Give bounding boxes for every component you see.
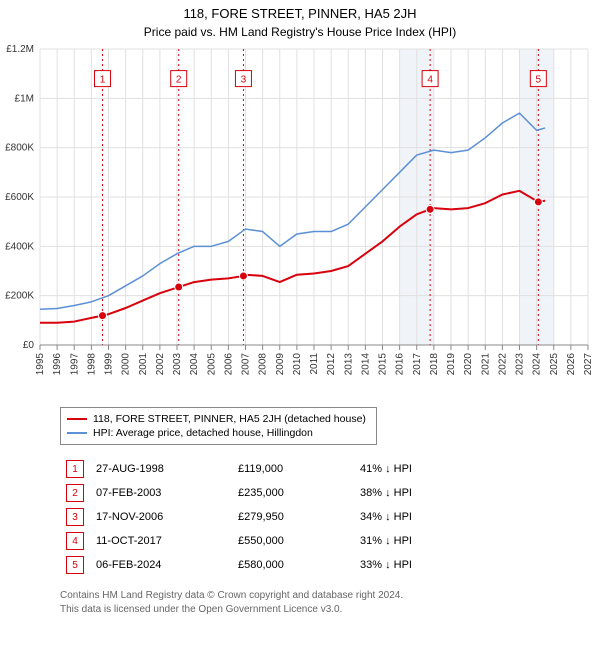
- sale-price: £119,000: [232, 457, 354, 481]
- svg-text:1: 1: [100, 75, 106, 86]
- sale-date: 17-NOV-2006: [90, 505, 232, 529]
- legend-row: 118, FORE STREET, PINNER, HA5 2JH (detac…: [67, 412, 366, 426]
- svg-text:2006: 2006: [223, 353, 234, 376]
- sale-marker-icon: 4: [66, 532, 84, 550]
- sale-marker-icon: 5: [66, 556, 84, 574]
- svg-text:2019: 2019: [446, 353, 457, 376]
- sale-price: £580,000: [232, 553, 354, 577]
- sales-table: 1 27-AUG-1998£119,00041% ↓ HPI 2 07-FEB-200…: [60, 457, 418, 577]
- sale-diff: 38% ↓ HPI: [354, 481, 418, 505]
- sale-diff: 31% ↓ HPI: [354, 529, 418, 553]
- sale-marker-icon: 2: [66, 484, 84, 502]
- svg-text:2008: 2008: [258, 353, 269, 376]
- svg-text:2020: 2020: [463, 353, 474, 376]
- svg-text:2012: 2012: [326, 353, 337, 376]
- svg-text:1995: 1995: [35, 353, 46, 376]
- chart-title: 118, FORE STREET, PINNER, HA5 2JH: [0, 0, 600, 21]
- sale-date: 07-FEB-2003: [90, 481, 232, 505]
- svg-text:2017: 2017: [412, 353, 423, 376]
- chart-svg: £0£200K£400K£600K£800K£1M£1.2M1995199619…: [38, 45, 598, 395]
- svg-text:2016: 2016: [395, 353, 406, 376]
- svg-text:£1M: £1M: [15, 93, 34, 104]
- sale-price: £550,000: [232, 529, 354, 553]
- svg-text:1998: 1998: [86, 353, 97, 376]
- legend-swatch: [67, 432, 87, 434]
- svg-text:3: 3: [241, 75, 247, 86]
- svg-text:2011: 2011: [309, 353, 320, 375]
- svg-text:£0: £0: [23, 340, 35, 351]
- svg-text:2007: 2007: [241, 353, 252, 376]
- sale-date: 27-AUG-1998: [90, 457, 232, 481]
- svg-text:2018: 2018: [429, 353, 440, 376]
- sale-diff: 34% ↓ HPI: [354, 505, 418, 529]
- svg-text:2025: 2025: [549, 353, 560, 376]
- svg-text:2005: 2005: [206, 353, 217, 376]
- svg-text:£200K: £200K: [5, 291, 34, 302]
- svg-text:2021: 2021: [480, 353, 491, 376]
- footnote-line2: This data is licensed under the Open Gov…: [60, 603, 600, 617]
- sale-price: £279,950: [232, 505, 354, 529]
- svg-text:2014: 2014: [360, 353, 371, 376]
- svg-text:2001: 2001: [138, 353, 149, 376]
- svg-text:2004: 2004: [189, 353, 200, 376]
- svg-text:2022: 2022: [497, 353, 508, 376]
- legend-label: HPI: Average price, detached house, Hill…: [93, 427, 313, 439]
- svg-text:4: 4: [427, 75, 433, 86]
- sales-row: 5 06-FEB-2024£580,00033% ↓ HPI: [60, 553, 418, 577]
- svg-text:1996: 1996: [52, 353, 63, 376]
- chart-container: 118, FORE STREET, PINNER, HA5 2JH Price …: [0, 0, 600, 650]
- sale-marker-icon: 1: [66, 460, 84, 478]
- sales-row: 1 27-AUG-1998£119,00041% ↓ HPI: [60, 457, 418, 481]
- svg-text:2: 2: [176, 75, 182, 86]
- legend-row: HPI: Average price, detached house, Hill…: [67, 426, 366, 440]
- svg-text:£400K: £400K: [5, 241, 34, 252]
- legend-label: 118, FORE STREET, PINNER, HA5 2JH (detac…: [93, 413, 366, 425]
- svg-text:£600K: £600K: [5, 192, 34, 203]
- chart-plot-area: £0£200K£400K£600K£800K£1M£1.2M1995199619…: [38, 45, 598, 395]
- svg-text:1999: 1999: [104, 353, 115, 376]
- sales-row: 2 07-FEB-2003£235,00038% ↓ HPI: [60, 481, 418, 505]
- svg-text:£800K: £800K: [5, 143, 34, 154]
- sale-diff: 33% ↓ HPI: [354, 553, 418, 577]
- sale-price: £235,000: [232, 481, 354, 505]
- svg-text:2003: 2003: [172, 353, 183, 376]
- svg-text:1997: 1997: [69, 353, 80, 376]
- sale-diff: 41% ↓ HPI: [354, 457, 418, 481]
- sales-row: 4 11-OCT-2017£550,00031% ↓ HPI: [60, 529, 418, 553]
- svg-text:2026: 2026: [566, 353, 577, 376]
- svg-text:£1.2M: £1.2M: [6, 44, 34, 55]
- svg-text:2024: 2024: [532, 353, 543, 376]
- sales-row: 3 17-NOV-2006£279,95034% ↓ HPI: [60, 505, 418, 529]
- svg-text:5: 5: [536, 75, 542, 86]
- footnote: Contains HM Land Registry data © Crown c…: [60, 589, 600, 617]
- legend-swatch: [67, 418, 87, 420]
- svg-text:2023: 2023: [515, 353, 526, 376]
- footnote-line1: Contains HM Land Registry data © Crown c…: [60, 589, 600, 603]
- sale-marker-icon: 3: [66, 508, 84, 526]
- legend-box: 118, FORE STREET, PINNER, HA5 2JH (detac…: [60, 407, 377, 445]
- svg-text:2002: 2002: [155, 353, 166, 376]
- svg-text:2009: 2009: [275, 353, 286, 376]
- chart-subtitle: Price paid vs. HM Land Registry's House …: [0, 21, 600, 41]
- svg-text:2013: 2013: [343, 353, 354, 376]
- svg-text:2000: 2000: [121, 353, 132, 376]
- svg-text:2015: 2015: [378, 353, 389, 376]
- sale-date: 06-FEB-2024: [90, 553, 232, 577]
- svg-text:2010: 2010: [292, 353, 303, 376]
- sale-date: 11-OCT-2017: [90, 529, 232, 553]
- svg-text:2027: 2027: [583, 353, 594, 376]
